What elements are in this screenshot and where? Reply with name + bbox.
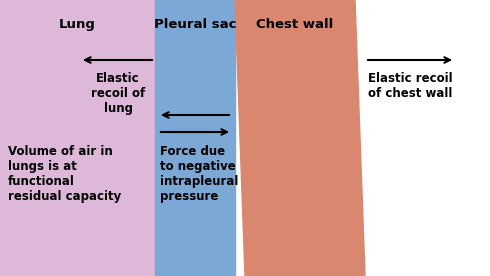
Text: Pleural sac: Pleural sac bbox=[154, 18, 236, 31]
Text: Elastic recoil
of chest wall: Elastic recoil of chest wall bbox=[368, 72, 452, 100]
Text: Volume of air in
lungs is at
functional
residual capacity: Volume of air in lungs is at functional … bbox=[8, 145, 121, 203]
Polygon shape bbox=[235, 0, 365, 276]
Bar bbox=[0, 0, 155, 276]
Text: Elastic
recoil of
lung: Elastic recoil of lung bbox=[91, 72, 145, 115]
Text: Chest wall: Chest wall bbox=[256, 18, 334, 31]
Bar bbox=[155, 0, 235, 276]
Text: Lung: Lung bbox=[59, 18, 96, 31]
Text: Force due
to negative
intrapleural
pressure: Force due to negative intrapleural press… bbox=[160, 145, 238, 203]
